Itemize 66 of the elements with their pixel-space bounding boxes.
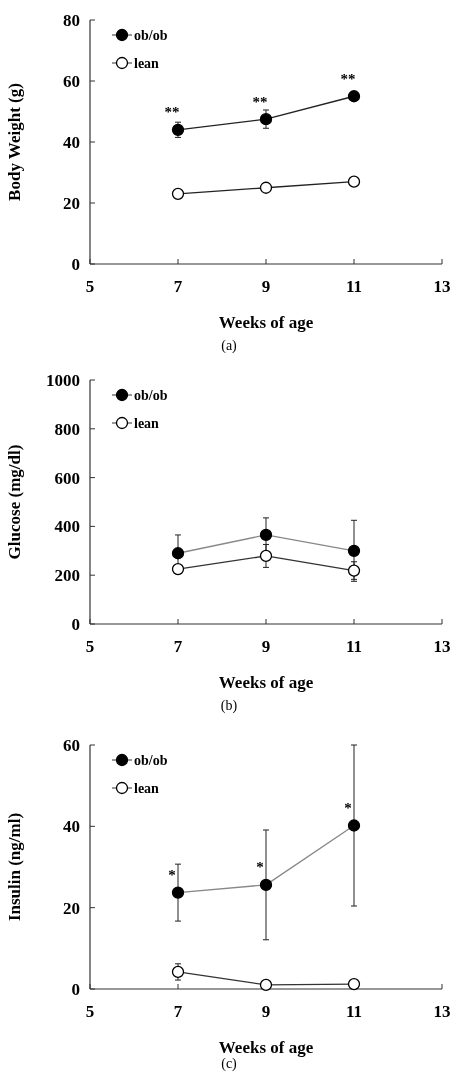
- point: [171, 562, 185, 576]
- x-tick-label: 7: [173, 277, 183, 296]
- annotation: *: [168, 867, 176, 884]
- point: [347, 175, 361, 188]
- point: [171, 886, 185, 899]
- y-tick-label: 40: [63, 132, 80, 152]
- point: [347, 544, 361, 557]
- point: [171, 187, 185, 200]
- legend-label: lean: [134, 55, 160, 71]
- y-tick-label: 20: [63, 898, 80, 918]
- point: [259, 528, 273, 542]
- x-tick-label: 13: [433, 1002, 451, 1021]
- point: [171, 547, 185, 560]
- x-axis-title: Weeks of age: [218, 1038, 314, 1057]
- annotation: **: [164, 104, 180, 121]
- point: [259, 878, 273, 892]
- x-tick-label: 9: [261, 637, 271, 656]
- legend-label: lean: [134, 780, 160, 796]
- y-tick-label: 80: [63, 10, 80, 30]
- x-axis-title: Weeks of age: [218, 313, 314, 332]
- text: (a): [221, 338, 238, 354]
- legend-label: lean: [134, 415, 160, 431]
- y-tick-label: 0: [71, 254, 80, 274]
- text: (b): [220, 698, 238, 714]
- annotation: *: [256, 859, 264, 876]
- point: [171, 965, 185, 979]
- y-tick-label: 0: [71, 614, 80, 634]
- y-tick-label: 20: [63, 193, 80, 213]
- x-tick-label: 5: [85, 277, 95, 296]
- point: [347, 977, 361, 991]
- text: (c): [221, 1056, 238, 1072]
- annotation: *: [344, 800, 352, 817]
- y-tick-label: 60: [63, 735, 80, 755]
- x-tick-label: 9: [261, 1002, 271, 1021]
- legend-label: ob/ob: [134, 387, 168, 403]
- annotation: **: [340, 70, 356, 87]
- x-tick-label: 11: [345, 277, 363, 296]
- y-axis-title: Insulin (ng/ml): [5, 812, 24, 922]
- x-tick-label: 5: [85, 1002, 95, 1021]
- x-tick-label: 11: [345, 1002, 363, 1021]
- annotation: **: [252, 93, 268, 110]
- point: [259, 978, 273, 992]
- legend-label: ob/ob: [134, 752, 168, 768]
- legend-label: ob/ob: [134, 27, 168, 43]
- y-axis-title: Body Weight (g): [5, 83, 24, 201]
- x-tick-label: 7: [173, 1002, 183, 1021]
- y-tick-label: 600: [54, 468, 80, 488]
- point: [347, 819, 361, 832]
- y-tick-label: 60: [63, 71, 80, 91]
- x-tick-label: 5: [85, 637, 95, 656]
- y-tick-label: 800: [54, 419, 80, 439]
- y-axis-title: Glucose (mg/dl): [5, 444, 24, 560]
- x-tick-label: 9: [261, 277, 271, 296]
- y-tick-label: 40: [63, 817, 80, 837]
- y-tick-label: 400: [54, 517, 80, 537]
- x-tick-label: 13: [433, 277, 451, 296]
- point: [259, 181, 273, 194]
- x-tick-label: 13: [433, 637, 451, 656]
- y-tick-label: 0: [71, 979, 80, 999]
- x-axis-title: Weeks of age: [218, 673, 314, 692]
- y-tick-label: 1000: [46, 370, 80, 390]
- point: [347, 90, 361, 103]
- point: [259, 549, 273, 563]
- y-tick-label: 200: [54, 566, 80, 586]
- x-tick-label: 11: [345, 637, 363, 656]
- x-tick-label: 7: [173, 637, 183, 656]
